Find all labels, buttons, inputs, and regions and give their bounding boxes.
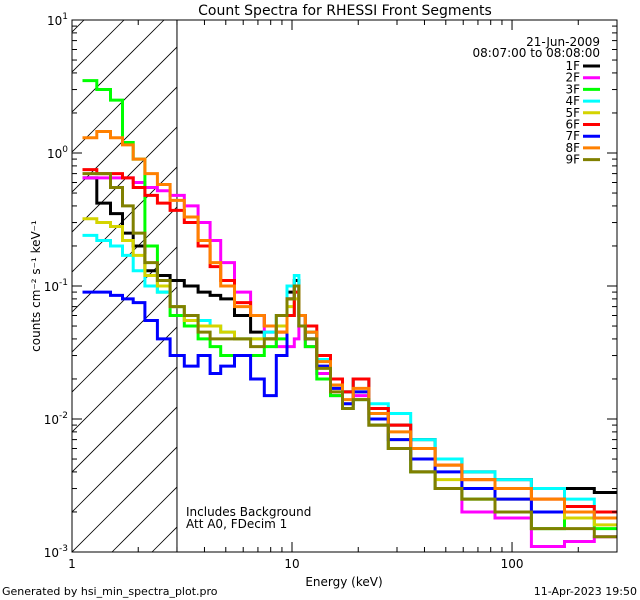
hatch-line [72, 46, 177, 153]
y-tick-label: 101 [47, 12, 68, 28]
hatch-line [111, 486, 177, 552]
series-7F-line [82, 284, 617, 520]
legend-label-6F: 6F [565, 118, 580, 132]
hatch-line [72, 326, 177, 433]
legend-label-9F: 9F [565, 153, 580, 167]
legend-time-range: 08:07:00 to 08:08:00 [473, 46, 600, 60]
annotation-background: Includes Background [186, 505, 311, 519]
series-5F-line [82, 217, 617, 527]
x-tick-label: 1 [68, 557, 76, 571]
legend-label-4F: 4F [565, 94, 580, 108]
y-tick-label: 100 [47, 145, 68, 161]
y-axis-label: counts cm⁻² s⁻¹ keV⁻¹ [29, 220, 43, 352]
series-2F-line [82, 176, 617, 548]
legend-date: 21-Jun-2009 [526, 35, 600, 49]
annotation-attenuator: Att A0, FDecim 1 [186, 517, 287, 531]
series-1F-line [82, 176, 617, 494]
legend-label-7F: 7F [565, 129, 580, 143]
footer-generated-by: Generated by hsi_min_spectra_plot.pro [2, 585, 218, 598]
series-9F-line [82, 172, 617, 539]
hatch-line [72, 20, 125, 73]
hatch-line [72, 446, 177, 552]
legend-label-8F: 8F [565, 141, 580, 155]
hatch-line [72, 20, 165, 113]
x-axis-label: Energy (keV) [305, 575, 382, 589]
hatch-line [72, 246, 177, 353]
y-tick-label: 10-3 [44, 544, 68, 560]
legend-label-3F: 3F [565, 82, 580, 96]
hatch-line [0, 0, 112, 552]
x-tick-label: 100 [501, 557, 524, 571]
x-tick-label: 10 [284, 557, 299, 571]
y-tick-label: 10-1 [44, 278, 68, 294]
legend-label-2F: 2F [565, 71, 580, 85]
footer-timestamp: 11-Apr-2023 19:50 [534, 585, 637, 598]
hatch-line [72, 20, 85, 33]
y-tick-label: 10-2 [44, 411, 68, 427]
chart-title: Count Spectra for RHESSI Front Segments [198, 3, 492, 19]
hatch-line [72, 366, 177, 473]
legend-label-5F: 5F [565, 106, 580, 120]
hatch-line [72, 166, 177, 273]
legend-label-1F: 1F [565, 59, 580, 73]
hatch-line [72, 406, 177, 513]
hatch-line [72, 206, 177, 313]
